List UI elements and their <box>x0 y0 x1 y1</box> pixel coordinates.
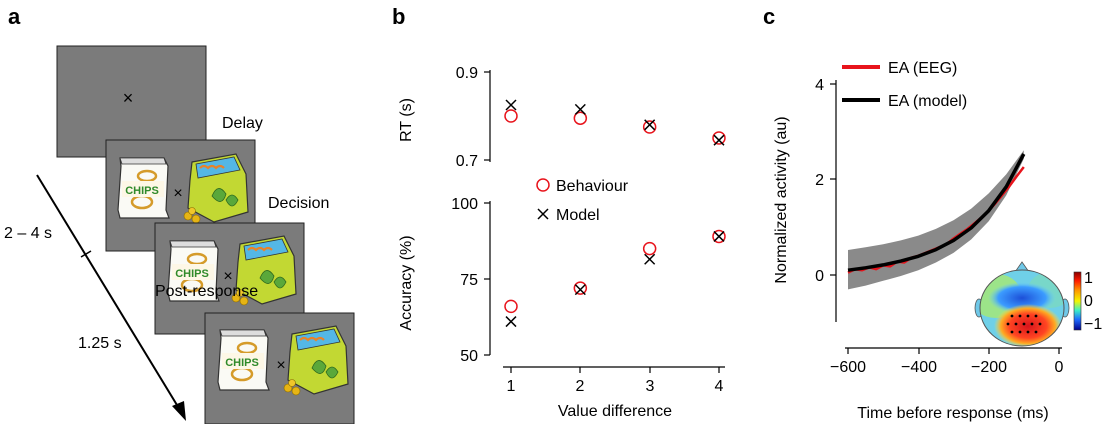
colorbar-tick-label: 0 <box>1084 293 1093 310</box>
scalp-topomap <box>974 261 1070 347</box>
stage-label-decision: Decision <box>268 195 329 212</box>
chips-bag-text: CHIPS <box>225 357 259 369</box>
electrode-dot <box>1014 322 1018 326</box>
rt-behaviour-point <box>573 111 588 125</box>
rt-behaviour-point <box>504 109 518 123</box>
rt-ytick-label: 0.7 <box>456 153 478 170</box>
legend-c: EA (EEG) EA (model) <box>842 60 967 110</box>
electrode-dot <box>1034 314 1038 318</box>
fixation-cross: × <box>123 88 134 108</box>
acc-model-point <box>505 316 517 328</box>
snack-bag-icon <box>182 152 250 225</box>
acc-xtick-label: 3 <box>646 378 655 395</box>
rt-model-point <box>713 134 725 146</box>
option-separator: × <box>276 357 285 374</box>
electrode-dot <box>1034 330 1038 334</box>
screen-fixation: × <box>56 45 207 158</box>
legend-label-model: Model <box>556 207 600 224</box>
electrode-dot <box>1006 322 1010 326</box>
legend-b: Behaviour Model <box>536 178 629 224</box>
c-xtick-label: −200 <box>971 359 1007 376</box>
interval-label-1: 2 – 4 s <box>4 225 52 242</box>
electrode-dot <box>1026 330 1030 334</box>
acc-behaviour-point <box>642 241 657 256</box>
acc-xtick-label: 4 <box>715 378 724 395</box>
electrode-dot <box>1026 314 1030 318</box>
acc-model-point <box>713 230 725 242</box>
topomap-head-outline <box>979 269 1065 347</box>
acc-behaviour-point <box>504 299 518 314</box>
colorbar-gradient <box>1073 271 1082 331</box>
chips-bag-icon: CHIPS <box>166 239 221 303</box>
acc-ylabel: Accuracy (%) <box>398 235 415 330</box>
stage-label-delay: Delay <box>222 115 263 132</box>
panel-letter-a: a <box>8 4 21 29</box>
acc-behaviour-point <box>573 281 588 295</box>
acc-behaviour-point <box>712 229 726 244</box>
acc-ytick-label: 75 <box>460 272 478 289</box>
rt-model-point <box>574 103 586 115</box>
rt-model-point <box>644 119 656 131</box>
acc-model-point <box>644 253 656 265</box>
panel-letter-b: b <box>392 4 405 29</box>
electrode-dot <box>1022 322 1026 326</box>
time-arrow <box>36 174 186 421</box>
option-separator: × <box>173 185 182 202</box>
interval-label-2: 1.25 s <box>78 335 122 352</box>
acc-ytick-label: 100 <box>451 196 478 213</box>
panel-letter-c: c <box>763 4 775 29</box>
c-ytick-label: 0 <box>815 268 824 285</box>
colorbar-tick-label: −1 <box>1084 316 1102 333</box>
activity-plot: 4 2 0 Normalized activity (au) −600 −400… <box>773 77 1064 422</box>
chips-bag-text: CHIPS <box>125 185 159 197</box>
rt-model-point <box>505 99 517 111</box>
rt-ylabel: RT (s) <box>398 98 415 142</box>
colorbar: 1 0 −1 <box>1073 270 1102 333</box>
electrode-dot <box>1018 314 1022 318</box>
acc-xlabel: Value difference <box>558 403 672 420</box>
snack-bag-icon <box>282 324 350 397</box>
rt-behaviour-point <box>712 131 726 145</box>
c-xtick-label: −600 <box>830 359 866 376</box>
acc-xtick-label: 2 <box>576 378 585 395</box>
legend-marker-behaviour <box>536 178 550 192</box>
electrode-dot <box>1010 330 1014 334</box>
chips-bag-text: CHIPS <box>175 268 209 280</box>
c-xlabel: Time before response (ms) <box>857 405 1048 422</box>
rt-ytick-label: 0.9 <box>456 65 478 82</box>
acc-ytick-label: 50 <box>460 348 478 365</box>
electrode-dot <box>1018 330 1022 334</box>
electrode-dot <box>1030 322 1034 326</box>
screen-options-3: CHIPS × <box>204 312 355 424</box>
rt-plot: 0.9 0.7 RT (s) <box>398 65 726 170</box>
acc-model-point <box>574 284 586 296</box>
option-separator: × <box>223 268 232 285</box>
electrode-dot <box>1010 314 1014 318</box>
model-series-line <box>847 153 1026 272</box>
c-ytick-label: 2 <box>815 172 824 189</box>
legend-label-model: EA (model) <box>888 93 967 110</box>
stage-label-post-response: Post-response <box>155 283 258 300</box>
acc-xtick-label: 1 <box>507 378 516 395</box>
legend-label-eeg: EA (EEG) <box>888 60 957 77</box>
model-confidence-band <box>848 150 1024 290</box>
c-xtick-label: −400 <box>901 359 937 376</box>
chips-bag-icon: CHIPS <box>116 156 171 220</box>
electrode-dot <box>1038 322 1042 326</box>
c-ytick-label: 4 <box>815 77 824 94</box>
colorbar-tick-label: 1 <box>1084 270 1093 287</box>
chips-bag-icon: CHIPS <box>216 328 271 392</box>
rt-behaviour-point <box>642 120 657 134</box>
c-ylabel: Normalized activity (au) <box>773 116 790 283</box>
c-xtick-label: 0 <box>1055 359 1064 376</box>
accuracy-plot: 100 75 50 Accuracy (%) 1 2 3 4 Value dif… <box>398 196 726 420</box>
legend-label-behaviour: Behaviour <box>556 178 629 195</box>
legend-marker-model <box>537 208 549 220</box>
